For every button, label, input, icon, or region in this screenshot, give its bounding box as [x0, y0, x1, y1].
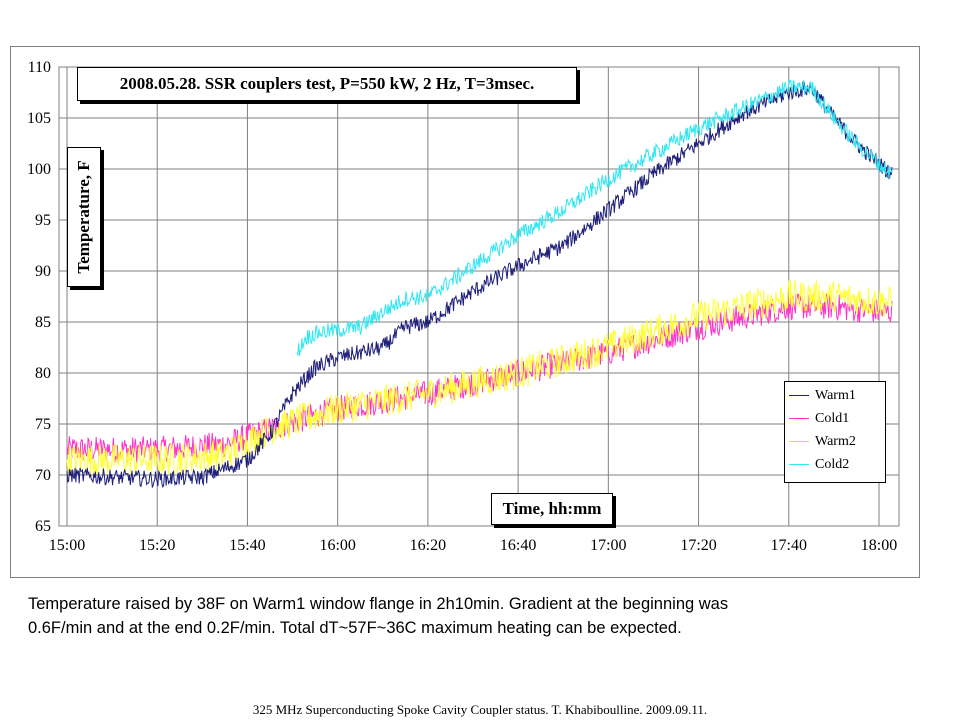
legend-swatch-cold1	[789, 418, 809, 420]
x-tick-label: 17:00	[590, 537, 626, 554]
legend-label-warm1: Warm1	[815, 388, 856, 403]
y-tick-label: 85	[35, 314, 51, 331]
series-line-warm2	[66, 280, 893, 477]
series-line-warm1	[66, 81, 893, 489]
series-line-cold2	[296, 79, 893, 357]
plot-area	[58, 66, 900, 527]
legend: Warm1 Cold1 Warm2 Cold2	[784, 381, 886, 483]
chart-title-box: 2008.05.28. SSR couplers test, P=550 kW,…	[77, 67, 577, 101]
footer: 325 MHz Superconducting Spoke Cavity Cou…	[252, 702, 708, 717]
x-tick-label: 15:00	[49, 537, 85, 554]
y-tick-label: 90	[35, 263, 51, 280]
legend-swatch-cold2	[789, 464, 809, 466]
x-axis-label: Time, hh:mm	[502, 499, 602, 518]
legend-label-warm2: Warm2	[815, 434, 856, 449]
line-chart: 65 70 75 80 85 90 95 100 105 110 15:00 15:20 15:40 16…	[27, 59, 900, 554]
legend-label-cold1: Cold1	[815, 411, 850, 426]
chart-title: 2008.05.28. SSR couplers test, P=550 kW,…	[119, 74, 535, 93]
x-tick-label: 15:20	[139, 537, 175, 554]
x-tick-label: 15:40	[229, 537, 265, 554]
x-tick-label: 17:20	[680, 537, 716, 554]
y-tick-label: 65	[35, 518, 51, 535]
y-tick-label: 110	[28, 59, 51, 76]
y-tick-label: 70	[35, 467, 51, 484]
legend-label-cold2: Cold2	[815, 457, 850, 472]
legend-item-warm1: Warm1	[789, 386, 856, 406]
caption: Temperature raised by 38F on Warm1 windo…	[28, 592, 928, 640]
legend-item-cold2: Cold2	[789, 455, 849, 475]
legend-item-warm2: Warm2	[789, 432, 856, 452]
y-axis-label-box: Temperature, F	[67, 147, 101, 287]
y-tick-label: 75	[35, 416, 51, 433]
caption-line-2: 0.6F/min and at the end 0.2F/min. Total …	[28, 619, 682, 637]
x-tick-label: 16:00	[319, 537, 355, 554]
legend-swatch-warm2	[789, 441, 809, 443]
x-tick-label: 17:40	[771, 537, 807, 554]
chart-frame: 65 70 75 80 85 90 95 100 105 110 15:00 15:20 15:40 16…	[10, 46, 920, 578]
y-tick-label: 100	[27, 161, 51, 178]
y-tick-label: 80	[35, 365, 51, 382]
x-tick-label: 16:40	[500, 537, 536, 554]
y-axis-label: Temperature, F	[74, 160, 93, 274]
caption-line-1: Temperature raised by 38F on Warm1 windo…	[28, 595, 729, 613]
x-tick-label: 18:00	[861, 537, 897, 554]
y-tick-label: 95	[35, 212, 51, 229]
legend-item-cold1: Cold1	[789, 409, 849, 429]
x-axis-label-box: Time, hh:mm	[491, 493, 613, 525]
legend-swatch-warm1	[789, 395, 809, 397]
y-tick-label: 105	[27, 110, 51, 127]
x-tick-label: 16:20	[410, 537, 446, 554]
